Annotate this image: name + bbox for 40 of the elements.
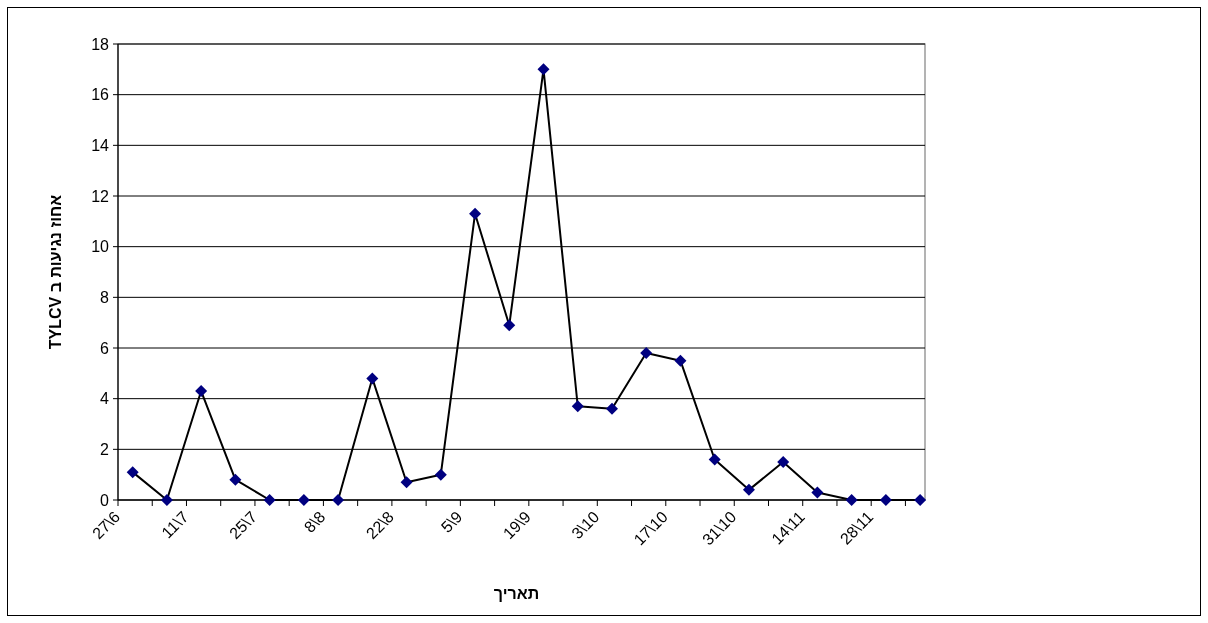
point [777,456,790,468]
y-tick-label: 4 [100,390,110,408]
point [366,372,379,385]
point [434,468,447,481]
y-tick-label: 2 [100,440,110,458]
y-tick-label: 0 [100,491,110,509]
point [503,319,516,332]
y-tick-label: 14 [91,136,110,154]
y-tick-label: 16 [91,86,110,104]
point [708,453,721,466]
x-axis-title: תאריך [493,585,540,602]
point [160,494,173,506]
y-tick-label: 6 [100,339,110,357]
y-axis-title: אחוז נגיעות ב TYLCV [47,194,64,350]
point [605,402,618,415]
point [879,494,892,506]
y-tick-label: 8 [100,288,110,306]
point [400,476,413,489]
point [537,63,550,76]
point [811,486,824,499]
y-tick-label: 12 [91,187,110,205]
point [742,483,755,496]
point [263,494,276,506]
x-tick-label: 19\9 [499,508,535,543]
point [229,473,242,486]
y-tick-label: 18 [91,35,110,53]
point [126,466,139,479]
x-tick-label: 5\9 [437,508,466,536]
point [914,494,927,506]
point [469,207,482,220]
point [845,494,858,506]
x-tick-label: 8\8 [300,508,329,536]
point [674,354,687,367]
point [571,400,584,413]
x-tick-label: 3\10 [568,508,603,543]
point [195,385,208,398]
y-tick-label: 10 [91,238,110,256]
point [640,347,653,360]
point [332,494,345,506]
point [297,494,310,506]
